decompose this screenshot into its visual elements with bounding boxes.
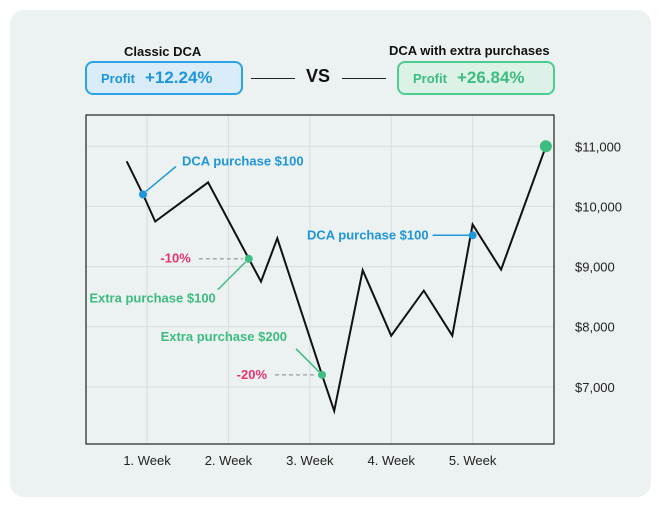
vs-line-left — [251, 78, 295, 79]
y-tick-label: $10,000 — [575, 199, 622, 214]
extra-purchase-2-marker — [318, 370, 327, 379]
vs-label: VS — [306, 66, 331, 86]
dca-purchase-1-marker — [138, 190, 147, 199]
x-tick-label: 5. Week — [449, 453, 497, 468]
classic-profit-value: +12.24% — [144, 68, 213, 87]
y-tick-label: $7,000 — [575, 380, 615, 395]
dca-purchase-1-leader — [145, 165, 177, 192]
y-tick-label: $9,000 — [575, 260, 615, 275]
x-tick-label: 1. Week — [123, 453, 171, 468]
classic-profit-label: Profit — [101, 70, 135, 86]
x-tick-label: 2. Week — [205, 453, 253, 468]
dca-purchase-2-marker — [468, 231, 477, 240]
extra-purchase-2-leader — [295, 348, 320, 373]
drop-20-label: -20% — [237, 367, 268, 382]
extra-purchase-1-label: Extra purchase $100 — [89, 291, 215, 306]
vs-line-right — [342, 78, 386, 79]
y-tick-label: $11,000 — [575, 139, 621, 154]
extra-profit-value: +26.84% — [456, 68, 525, 87]
extra-purchase-2-label: Extra purchase $200 — [161, 329, 287, 344]
x-tick-label: 4. Week — [367, 453, 415, 468]
price-line — [125, 145, 547, 415]
end-point-marker — [539, 140, 552, 153]
extra-profit-box: Profit +26.84% — [397, 61, 555, 95]
extra-purchase-1-leader — [217, 261, 247, 291]
drop-10-label: -10% — [160, 251, 191, 266]
x-tick-label: 3. Week — [286, 453, 334, 468]
classic-profit-box: Profit +12.24% — [85, 61, 243, 95]
extra-profit-label: Profit — [413, 70, 447, 86]
plot-frame — [85, 114, 555, 445]
extra-dca-title: DCA with extra purchases — [389, 43, 550, 58]
dca-purchase-1-label: DCA purchase $100 — [182, 153, 304, 168]
y-tick-label: $8,000 — [575, 320, 615, 335]
extra-purchase-1-marker — [244, 254, 253, 263]
plot-area — [86, 115, 554, 444]
classic-dca-title: Classic DCA — [124, 44, 202, 59]
dca-purchase-2-label: DCA purchase $100 — [307, 227, 429, 242]
